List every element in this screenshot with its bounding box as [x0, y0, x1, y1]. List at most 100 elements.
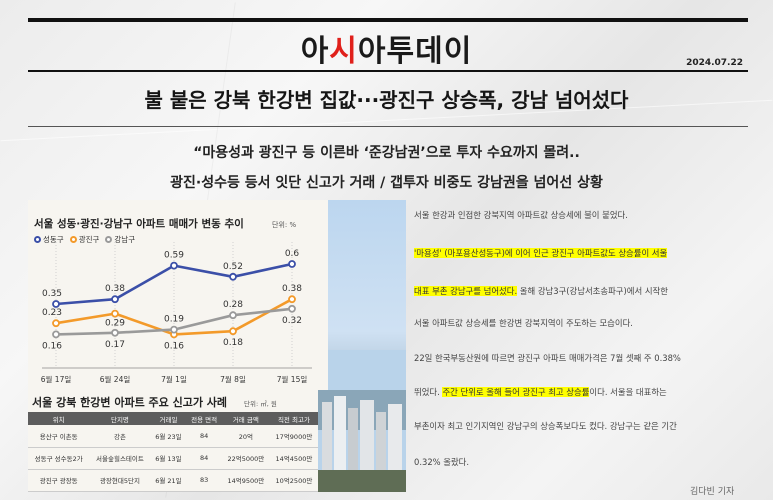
table-cell: 84 [186, 447, 222, 470]
x-tick-label: 6월 17일 [41, 374, 72, 384]
data-label: 0.29 [105, 319, 125, 329]
legend-marker [69, 236, 77, 243]
data-label: 0.17 [105, 340, 125, 350]
issue-date: 2024.07.22 [686, 58, 743, 68]
x-tick-label: 7월 15일 [277, 374, 308, 384]
table-row: 성동구 성수동2가 서울숲힐스테이트 6월 13일 84 22억5000만 14… [28, 447, 318, 470]
table-cell: 성동구 성수동2가 [28, 447, 90, 470]
table-header: 단지명 [89, 412, 151, 425]
table-unit: 단위: ㎡, 원 [244, 400, 277, 408]
logo-part: 아투데이 [357, 34, 473, 69]
top-rule [28, 18, 748, 22]
infographic: 서울 성동·광진·강남구 아파트 매매가 변동 추이 단위: % 성동구 광진구… [28, 200, 406, 492]
chart-legend: 성동구 광진구 강남구 [34, 234, 135, 245]
data-label: 0.52 [223, 262, 243, 272]
legend-label: 광진구 [78, 235, 100, 244]
data-point [229, 272, 237, 281]
line-chart: 6월 17일 6월 24일 7월 1일 7월 8일 7월 15일 0.35 0.38 0.59… [41, 242, 312, 384]
table-cell: 6월 21일 [150, 469, 187, 492]
article-line: 뛰었다. 주간 단위로 올해 들어 광진구 최고 상승률이다. 서울을 대표하는 [414, 387, 754, 398]
table-header: 거래 금액 [221, 412, 270, 425]
article-line: '마용성' (마포용산성동구)에 이어 인근 광진구 아파트값도 상승률이 서울 [414, 248, 754, 259]
chart-panel: 서울 성동·광진·강남구 아파트 매매가 변동 추이 단위: % 성동구 광진구… [28, 200, 328, 390]
table-cell: 용산구 이촌동 [28, 425, 90, 448]
table-cell: 22억5000만 [221, 447, 270, 470]
table-cell: 강촌 [89, 425, 151, 448]
table-panel: 서울 강북 한강변 아파트 주요 신고가 사례 단위: ㎡, 원 위치 단지명 … [28, 390, 318, 492]
table-title: 서울 강북 한강변 아파트 주요 신고가 사례 [32, 396, 228, 409]
table-cell: 10억2500만 [269, 469, 318, 492]
article-line: 서울 한강과 인접한 강북지역 아파트값 상승세에 불이 붙었다. [414, 210, 628, 220]
article-line: 0.32% 올랐다. [414, 457, 470, 467]
table-header-row: 위치 단지명 거래일 전용 면적 거래 금액 직전 최고가 [28, 412, 318, 425]
table-header: 직전 최고가 [269, 412, 318, 425]
data-label: 0.19 [164, 315, 184, 325]
data-label: 0.16 [42, 341, 62, 351]
data-label: 0.16 [164, 341, 184, 351]
logo-part: 아 [300, 34, 330, 69]
data-point [111, 328, 119, 337]
highlight: 대표 부촌 강남구를 넘어섰다. [414, 286, 518, 296]
article-text: 올해 강남3구(강남서초송파구)에서 시작한 [517, 286, 668, 296]
x-tick-label: 7월 1일 [161, 374, 187, 384]
data-point [288, 260, 296, 268]
data-point [52, 319, 60, 328]
article-line: 대표 부촌 강남구를 넘어섰다. 올해 강남3구(강남서초송파구)에서 시작한 [414, 286, 754, 297]
table-header: 전용 면적 [186, 412, 222, 425]
data-point [111, 295, 119, 304]
data-label: 0.59 [164, 251, 184, 261]
byline: 김다빈 기자 [690, 487, 735, 497]
legend-label: 성동구 [43, 235, 64, 244]
data-point [229, 311, 237, 320]
data-point [288, 304, 296, 313]
headline-rule [28, 126, 748, 127]
table-cell: 6월 23일 [150, 425, 187, 448]
table-cell: 84 [186, 425, 222, 448]
headline: 불 붙은 강북 한강변 집값···광진구 상승폭, 강남 넘어섰다 [144, 88, 629, 112]
legend-marker [34, 236, 41, 243]
data-point [52, 330, 60, 339]
data-point [170, 261, 178, 270]
x-tick-label: 7월 8일 [220, 374, 246, 384]
highlight: '마용성' (마포용산성동구)에 이어 인근 광진구 아파트값도 상승률이 서울 [414, 248, 668, 258]
article-text: 이다. 서울을 대표하는 [589, 387, 667, 397]
table-header: 거래일 [150, 412, 187, 425]
highlight: 주간 단위로 올해 들어 광진구 최고 상승률 [442, 387, 590, 397]
table-cell: 14억4500만 [269, 447, 318, 470]
table-cell: 20억 [221, 425, 270, 448]
table-row: 용산구 이촌동 강촌 6월 23일 84 20억 17억9000만 [28, 425, 318, 448]
table-cell: 서울숲힐스테이트 [89, 447, 151, 470]
table-cell: 83 [186, 469, 222, 492]
chart-unit: 단위: % [272, 221, 297, 229]
table-cell: 광장현대5단지 [89, 469, 151, 492]
data-label: 0.18 [223, 338, 243, 348]
city-photo [318, 350, 406, 492]
table-cell: 17억9000만 [269, 425, 318, 448]
chart-title: 서울 성동·광진·강남구 아파트 매매가 변동 추이 [34, 218, 244, 230]
article-text: 뛰었다. [414, 387, 443, 397]
table-cell: 6월 13일 [150, 447, 187, 470]
data-label: 0.32 [282, 316, 302, 326]
legend-item: 광진구 [69, 234, 100, 245]
legend-item: 성동구 [34, 234, 64, 245]
table-row: 광진구 광장동 광장현대5단지 6월 21일 83 14억9500만 10억25… [28, 469, 318, 492]
data-label: 0.23 [42, 308, 62, 318]
data-label: 0.38 [105, 284, 125, 294]
price-record-table: 위치 단지명 거래일 전용 면적 거래 금액 직전 최고가 용산구 이촌동 강촌… [28, 412, 318, 492]
data-point [288, 295, 296, 304]
data-point [111, 309, 119, 318]
data-point [229, 327, 237, 336]
masthead-rule [28, 70, 748, 72]
data-label: 0.38 [282, 284, 302, 294]
article-line: 서울 아파트값 상승세를 한강변 강북지역이 주도하는 모습이다. [414, 318, 633, 328]
legend-item: 강남구 [105, 234, 135, 245]
data-label: 0.35 [42, 289, 62, 299]
table-cell: 14억9500만 [221, 469, 270, 492]
subheadline: 광진·성수등 등서 잇단 신고가 거래 / 갭투자 비중도 강남권을 넘어선 상… [170, 175, 603, 191]
data-point [170, 325, 178, 334]
subheadline: “마용성과 광진구 등 이른바 ‘준강남권’으로 투자 수요까지 몰려.. [193, 145, 580, 161]
article-line: 부촌이자 최고 인기지역인 강남구의 상승폭보다도 컸다. 강남구는 같은 기간 [414, 421, 677, 431]
table-cell: 광진구 광장동 [28, 469, 90, 492]
legend-label: 강남구 [114, 235, 136, 244]
